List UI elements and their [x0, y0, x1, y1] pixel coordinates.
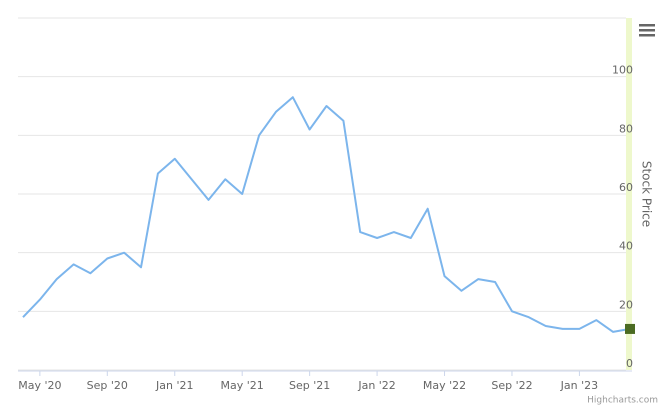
x-tick-label: Sep '22	[491, 379, 532, 392]
y-tick-label: 20	[619, 298, 633, 311]
menu-bar	[639, 34, 655, 37]
x-tick-label: Sep '20	[87, 379, 128, 392]
credit[interactable]: Highcharts.com	[587, 396, 658, 406]
x-tick-label: Jan '23	[560, 379, 598, 392]
range-band	[626, 18, 632, 370]
last-point-marker	[625, 323, 635, 334]
y-tick-label: 100	[612, 64, 633, 77]
x-tick-label: Sep '21	[289, 379, 330, 392]
x-tick-label: May '22	[423, 379, 466, 392]
x-tick-label: May '20	[18, 379, 61, 392]
x-tick-label: Jan '21	[155, 379, 193, 392]
menu-bar	[639, 29, 655, 32]
menu-button[interactable]	[639, 24, 655, 37]
y-tick-label: 60	[619, 181, 633, 194]
y-tick-label: 0	[626, 357, 633, 370]
y-axis-title: Stock Price	[640, 161, 654, 227]
y-tick-label: 80	[619, 122, 633, 135]
line	[22, 96, 631, 333]
y-tick-label: 40	[619, 240, 633, 253]
x-tick-label: May '21	[221, 379, 264, 392]
menu-bar	[639, 24, 655, 27]
x-tick-label: Jan '22	[357, 379, 395, 392]
